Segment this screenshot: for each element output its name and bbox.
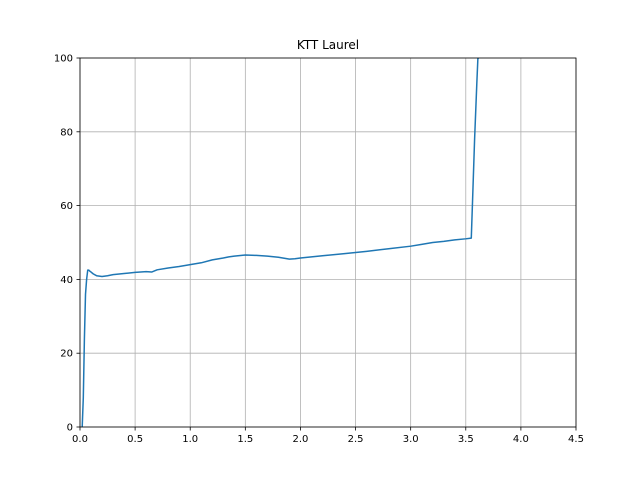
tick-layer: 0.0 0.5 1.0 1.5 2.0 2.5 3.0 3.5 4.0 4.5 0 20 40 60 80 1… xyxy=(54,54,584,446)
y-tick-label: 0 xyxy=(67,423,73,434)
chart-title: KTT Laurel xyxy=(297,38,359,52)
y-tick-label: 80 xyxy=(60,127,73,138)
x-tick-label: 1.5 xyxy=(237,434,253,445)
y-tick-label: 20 xyxy=(60,349,73,360)
x-tick-label: 3.5 xyxy=(458,434,474,445)
x-tick-label: 0.0 xyxy=(72,434,88,445)
y-tick-label: 100 xyxy=(54,54,73,65)
x-tick-label: 4.5 xyxy=(568,434,584,445)
x-tick-label: 2.5 xyxy=(348,434,364,445)
grid xyxy=(79,57,577,428)
x-tick-label: 0.5 xyxy=(127,434,143,445)
x-tick-label: 2.0 xyxy=(292,434,308,445)
x-tick-label: 3.0 xyxy=(403,434,419,445)
y-tick-label: 60 xyxy=(60,201,73,212)
x-tick-label: 4.0 xyxy=(513,434,529,445)
y-tick-label: 40 xyxy=(60,275,73,286)
x-tick-label: 1.0 xyxy=(182,434,198,445)
plot-frame xyxy=(79,57,577,428)
series-layer xyxy=(81,58,479,427)
series-line-0 xyxy=(81,58,479,427)
